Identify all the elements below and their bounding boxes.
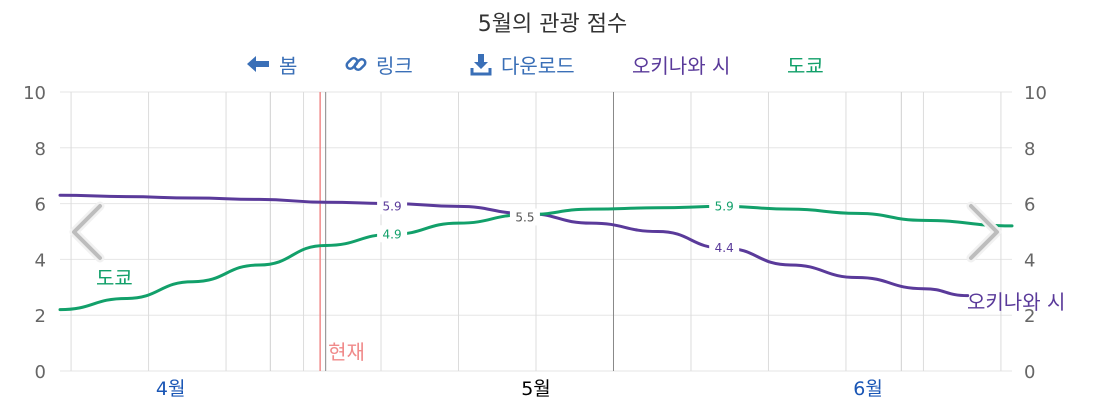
data-label-bg (377, 197, 408, 215)
link-button[interactable]: 링크 (344, 50, 413, 78)
y-tick-right: 8 (1024, 139, 1035, 160)
legend-item-tokyo[interactable]: 도쿄 (787, 50, 824, 78)
legend-label-okinawa: 오키나와 시 (632, 53, 731, 78)
data-label: 5.9 (383, 199, 402, 213)
legend-label-tokyo: 도쿄 (787, 53, 824, 78)
download-button[interactable]: 다운로드 (469, 50, 575, 78)
y-tick-left: 10 (23, 83, 46, 104)
y-tick-left: 0 (35, 362, 46, 383)
toolbar: 봄 링크 다운로드 오키나와 시 도쿄 (0, 50, 1105, 80)
y-tick-right: 6 (1024, 195, 1035, 216)
prev-arrow[interactable] (69, 201, 105, 263)
y-tick-left: 2 (35, 306, 46, 327)
y-tick-left: 4 (35, 250, 46, 271)
grid-layer (60, 91, 1012, 372)
month-label: 5월 (521, 378, 551, 400)
data-label: 5.5 (515, 211, 534, 225)
y-tick-right: 0 (1024, 362, 1035, 383)
y-tick-right: 10 (1024, 83, 1047, 104)
y-tick-left: 8 (35, 139, 46, 160)
data-label: 4.4 (715, 241, 734, 255)
data-label-bg (709, 239, 740, 257)
data-label-bg (377, 225, 408, 243)
series-label-okinawa: 오키나와 시 (967, 290, 1065, 314)
back-label: 봄 (279, 53, 298, 78)
axis-layer: 0 0 2 2 4 4 6 6 8 8 10 10 4월 5월 6월 (23, 83, 1047, 400)
month-label: 4월 (156, 378, 186, 400)
arrow-left-icon (247, 56, 269, 72)
download-label: 다운로드 (501, 53, 575, 78)
now-label: 현재 (328, 340, 365, 364)
link-label: 링크 (376, 53, 413, 78)
data-label-bg (509, 208, 540, 226)
chart-title: 5월의 관광 점수 (477, 12, 628, 37)
data-label: 4.9 (383, 227, 402, 241)
legend-item-okinawa[interactable]: 오키나와 시 (632, 50, 730, 78)
y-tick-right: 2 (1024, 306, 1035, 327)
download-icon (470, 54, 492, 76)
y-tick-left: 6 (35, 195, 46, 216)
y-tick-right: 4 (1024, 250, 1035, 271)
link-icon (345, 56, 367, 72)
data-label-bg (709, 197, 740, 215)
data-label: 5.9 (715, 199, 734, 213)
back-button[interactable]: 봄 (245, 50, 297, 78)
month-label: 6월 (853, 378, 883, 400)
next-arrow[interactable] (966, 201, 1002, 263)
series-label-tokyo: 도쿄 (96, 266, 133, 290)
